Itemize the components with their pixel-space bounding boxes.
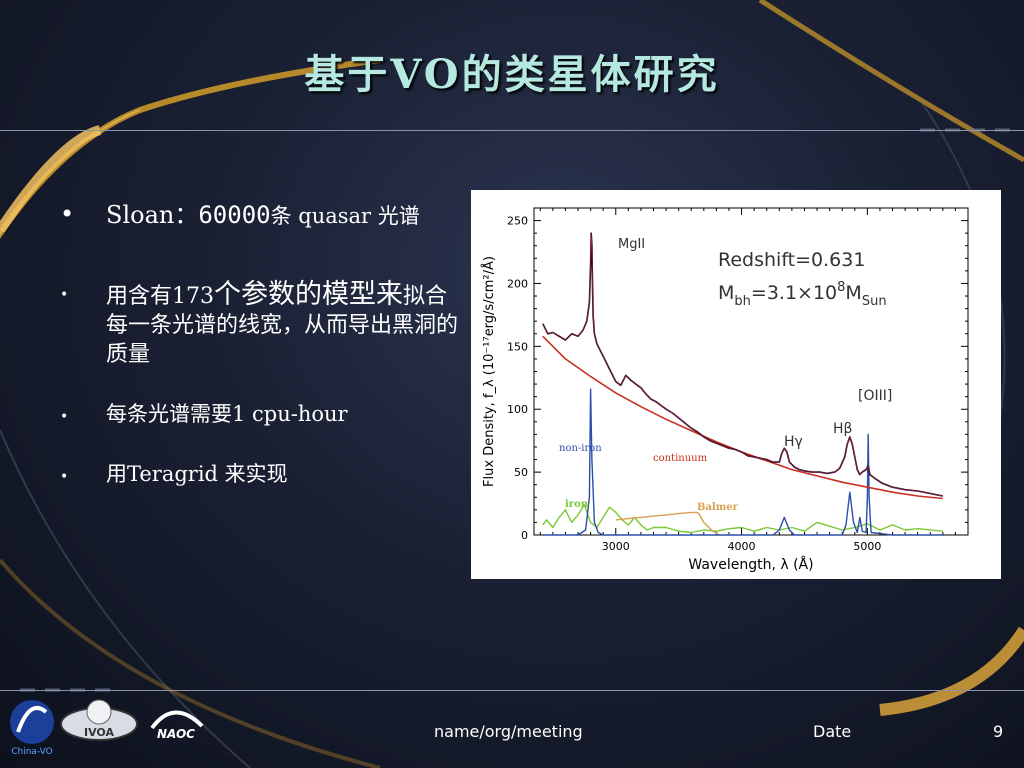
balmer-label: Balmer	[697, 502, 739, 513]
bullet-marker: •	[60, 200, 75, 228]
logo-strip: China-VO IVOA NAOC	[10, 699, 204, 757]
bullet-emphasis: 来	[376, 279, 403, 311]
mbh-annotation-part: Sun	[862, 294, 887, 309]
bullet-sloan: Sloan：	[106, 201, 199, 229]
redshift-annotation: Redshift=0.631	[718, 249, 865, 271]
bullet-rest: 条 quasar 光谱	[270, 204, 420, 228]
spectrum-chart: 0 50 100 150 200 250 3000 4000 5000 Wavelength, λ…	[471, 190, 1001, 579]
mbh-annotation-part: M	[845, 282, 861, 304]
series-balmer-line	[615, 511, 720, 536]
x-tick-label: 3000	[602, 540, 630, 553]
naoc-logo-text: NAOC	[157, 727, 195, 741]
mbh-annotation-part: M	[718, 282, 734, 304]
footer-page-number: 9	[993, 722, 1004, 741]
bullet-item: • 用Teragrid 来实现	[60, 461, 460, 488]
oiii-line-label: [OIII]	[858, 388, 892, 404]
ivoa-logo-text: IVOA	[84, 726, 114, 739]
hgamma-line-label: Hγ	[784, 434, 803, 450]
mbh-annotation-part: 8	[837, 280, 845, 295]
bullet-marker: •	[60, 287, 69, 304]
china-vo-logo: China-VO	[10, 700, 54, 757]
bullet-rest: 拟合每一条光谱的线宽，从而导出黑洞的质量	[106, 284, 459, 367]
y-tick-label: 0	[521, 529, 528, 542]
x-axis-label: Wavelength, λ (Å)	[688, 556, 813, 573]
mbh-annotation-part: bh	[734, 294, 751, 309]
footer-divider	[0, 690, 1024, 691]
bullet-item: • 用含有173个参数的模型来拟合每一条光谱的线宽，从而导出黑洞的质量	[60, 277, 460, 369]
x-tick-label: 4000	[728, 540, 756, 553]
bullet-prefix: 用含有173	[106, 284, 214, 310]
y-axis-label: Flux Density, f_λ (10⁻¹⁷erg/s/cm²/Å)	[481, 256, 497, 487]
ivoa-logo: IVOA	[60, 699, 138, 741]
mgii-line-label: MgII	[618, 237, 645, 252]
bullet-text: 用含有173个参数的模型来拟合每一条光谱的线宽，从而导出黑洞的质量	[106, 277, 460, 369]
series-iron-line	[542, 504, 943, 534]
hbeta-line-label: Hβ	[833, 421, 852, 437]
footer-date: Date	[813, 722, 852, 741]
bullet-count: 60000	[198, 201, 271, 229]
slide-title: 基于VO的类星体研究	[304, 51, 720, 98]
series-continuum-line	[542, 335, 943, 500]
y-tick-label: 150	[507, 340, 528, 353]
x-tick-label: 5000	[853, 540, 881, 553]
mbh-annotation-part: =3.1×10	[751, 282, 837, 304]
bullet-text: 每条光谱需要1 cpu-hour	[106, 402, 348, 427]
series-model-fit-line	[542, 233, 943, 497]
footer-center: name/org/meeting	[434, 722, 583, 741]
non-iron-label: non-iron	[559, 443, 602, 454]
bullet-list: • Sloan：60000条 quasar 光谱 • 用含有173个参数的模型来…	[60, 200, 460, 488]
series-non-iron-line	[542, 388, 943, 536]
title-divider	[0, 130, 1024, 131]
y-tick-label: 200	[507, 277, 528, 290]
mbh-annotation: Mbh=3.1×108MSun	[718, 280, 887, 309]
y-tick-label: 50	[514, 466, 528, 479]
bullet-item: • Sloan：60000条 quasar 光谱	[60, 200, 460, 231]
bullet-text: 用Teragrid 来实现	[106, 461, 288, 486]
continuum-label: continuum	[653, 453, 708, 464]
bullet-text: Sloan：60000条 quasar 光谱	[106, 200, 460, 231]
china-vo-logo-text: China-VO	[11, 747, 53, 757]
iron-label: iron	[565, 499, 589, 510]
y-tick-label: 250	[507, 215, 528, 228]
bullet-item: • 每条光谱需要1 cpu-hour	[60, 401, 460, 428]
bullet-emphasis: 个参数的模型	[214, 279, 376, 311]
series-observed-line	[542, 232, 943, 497]
bullet-marker: •	[60, 468, 69, 485]
naoc-logo: NAOC	[150, 710, 204, 741]
y-tick-label: 100	[507, 403, 528, 416]
bullet-marker: •	[60, 409, 69, 426]
